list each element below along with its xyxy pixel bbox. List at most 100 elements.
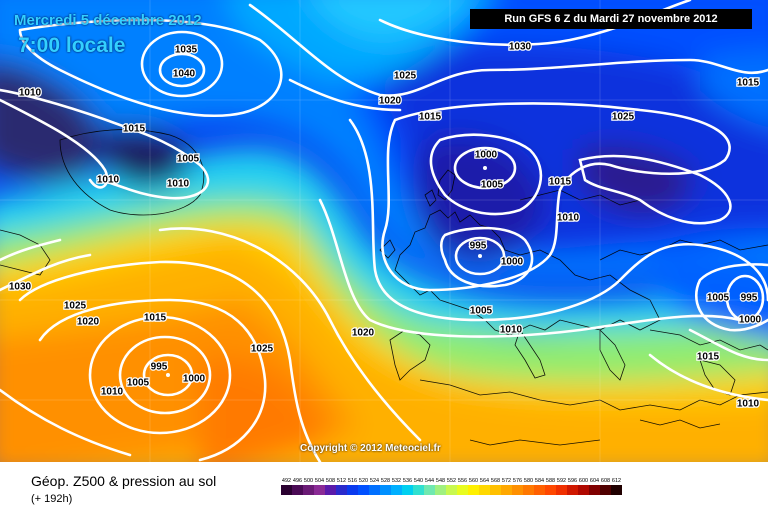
isobar-label: 1015 (697, 352, 720, 363)
isobar-label: 1005 (470, 306, 493, 317)
copyright-notice: Copyright © 2012 Meteociel.fr (300, 443, 441, 454)
isobar-label: 1020 (352, 328, 375, 339)
isobar-label: 1000 (739, 315, 762, 326)
isobar-label: 1020 (379, 96, 402, 107)
legend-swatch (600, 485, 611, 495)
legend-tick: 564 (479, 478, 490, 484)
legend-swatch (545, 485, 556, 495)
legend-swatch (501, 485, 512, 495)
legend-swatch (424, 485, 435, 495)
legend-swatch (391, 485, 402, 495)
isobar-label: 1040 (173, 69, 196, 80)
legend-swatch (611, 485, 622, 495)
legend-tick: 568 (490, 478, 501, 484)
isobar-label: 1010 (557, 213, 580, 224)
legend-swatch (479, 485, 490, 495)
legend-swatch (468, 485, 479, 495)
legend-tick-labels: 492 496 500 504 508 512 516 520 524 528 532 536 540 5… (281, 478, 622, 484)
isobar-label: 1015 (549, 177, 572, 188)
legend-swatch (380, 485, 391, 495)
isobar-label: 1005 (177, 154, 200, 165)
forecast-time: 7:00 locale (18, 34, 126, 57)
legend-swatch (314, 485, 325, 495)
legend-swatch (347, 485, 358, 495)
color-legend: 492 496 500 504 508 512 516 520 524 528 532 536 540 5… (281, 478, 622, 495)
isobar-label: 1015 (419, 112, 442, 123)
legend-tick: 508 (325, 478, 336, 484)
isobar-label: 1020 (77, 317, 100, 328)
isobar-label: 1015 (737, 78, 760, 89)
legend-swatch (413, 485, 424, 495)
legend-tick: 540 (413, 478, 424, 484)
legend-tick: 492 (281, 478, 292, 484)
legend-color-scale (281, 485, 622, 495)
legend-swatch (512, 485, 523, 495)
legend-tick: 600 (578, 478, 589, 484)
isobar-label: 1000 (183, 374, 206, 385)
low-center-marker (166, 373, 170, 377)
isobar-label: 1015 (123, 124, 146, 135)
legend-swatch (457, 485, 468, 495)
isobar-label: 1010 (500, 325, 523, 336)
legend-tick: 612 (611, 478, 622, 484)
legend-tick: 532 (391, 478, 402, 484)
legend-swatch (402, 485, 413, 495)
isobar-label: 1025 (64, 301, 87, 312)
legend-swatch (303, 485, 314, 495)
legend-tick: 604 (589, 478, 600, 484)
legend-tick: 576 (512, 478, 523, 484)
isobar-label: 995 (151, 362, 168, 373)
isobar-label: 1010 (97, 175, 120, 186)
legend-swatch (490, 485, 501, 495)
isobar-label: 995 (470, 241, 487, 252)
isobar-label: 1030 (9, 282, 32, 293)
legend-tick: 588 (545, 478, 556, 484)
isobar-label: 1005 (481, 180, 504, 191)
legend-swatch (556, 485, 567, 495)
isobar-label: 1025 (612, 112, 635, 123)
map-footer: Géop. Z500 & pression au sol (+ 192h) 49… (0, 462, 768, 512)
legend-swatch (567, 485, 578, 495)
legend-tick: 608 (600, 478, 611, 484)
isobar-label: 995 (741, 293, 758, 304)
coastlines (0, 129, 768, 446)
isobar-label: 1025 (394, 71, 417, 82)
legend-swatch (325, 485, 336, 495)
legend-swatch (589, 485, 600, 495)
forecast-date: Mercredi 5 décembre 2012 (14, 12, 202, 29)
legend-tick: 520 (358, 478, 369, 484)
legend-tick: 496 (292, 478, 303, 484)
isobar-label: 1030 (509, 42, 532, 53)
run-info-banner: Run GFS 6 Z du Mardi 27 novembre 2012 (470, 9, 752, 29)
legend-tick: 504 (314, 478, 325, 484)
legend-swatch (446, 485, 457, 495)
legend-tick: 552 (446, 478, 457, 484)
legend-swatch (523, 485, 534, 495)
isobar-label: 1000 (475, 150, 498, 161)
legend-swatch (369, 485, 380, 495)
isobar-label: 1005 (707, 293, 730, 304)
isobar-label: 1005 (127, 378, 150, 389)
legend-tick: 500 (303, 478, 314, 484)
legend-tick: 584 (534, 478, 545, 484)
legend-swatch (435, 485, 446, 495)
map-title: Géop. Z500 & pression au sol (31, 473, 217, 489)
legend-swatch (336, 485, 347, 495)
isobars (0, 0, 768, 462)
isobar-label: 1000 (501, 257, 524, 268)
legend-swatch (281, 485, 292, 495)
legend-tick: 528 (380, 478, 391, 484)
legend-tick: 516 (347, 478, 358, 484)
legend-tick: 560 (468, 478, 479, 484)
isobar-label: 1015 (144, 313, 167, 324)
forecast-lead-time: (+ 192h) (31, 493, 73, 505)
isobar-label: 1010 (19, 88, 42, 99)
legend-tick: 580 (523, 478, 534, 484)
isobar-label: 1010 (167, 179, 190, 190)
legend-tick: 524 (369, 478, 380, 484)
legend-swatch (578, 485, 589, 495)
legend-swatch (534, 485, 545, 495)
